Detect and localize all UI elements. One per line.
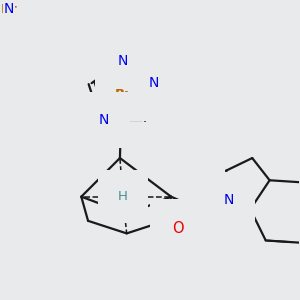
Text: N: N xyxy=(118,53,128,68)
Text: H: H xyxy=(118,190,128,203)
Text: N: N xyxy=(98,113,109,127)
Text: Br: Br xyxy=(1,3,17,16)
Text: Br: Br xyxy=(114,88,131,101)
Text: N: N xyxy=(149,76,159,90)
Text: N: N xyxy=(224,193,234,207)
Text: N: N xyxy=(4,2,14,16)
Text: N: N xyxy=(4,2,14,16)
Text: N: N xyxy=(4,2,14,16)
Text: O: O xyxy=(172,221,184,236)
